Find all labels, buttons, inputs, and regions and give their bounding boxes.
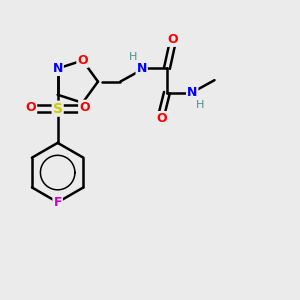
Text: O: O <box>156 112 167 125</box>
Text: O: O <box>167 33 178 46</box>
Text: N: N <box>187 86 197 99</box>
Text: S: S <box>53 102 63 116</box>
Text: H: H <box>195 100 204 110</box>
Text: O: O <box>77 54 88 67</box>
Text: H: H <box>129 52 137 62</box>
Text: N: N <box>52 62 63 75</box>
Text: O: O <box>26 101 36 114</box>
Text: N: N <box>136 62 147 75</box>
Text: O: O <box>79 101 90 114</box>
Text: F: F <box>53 196 62 209</box>
